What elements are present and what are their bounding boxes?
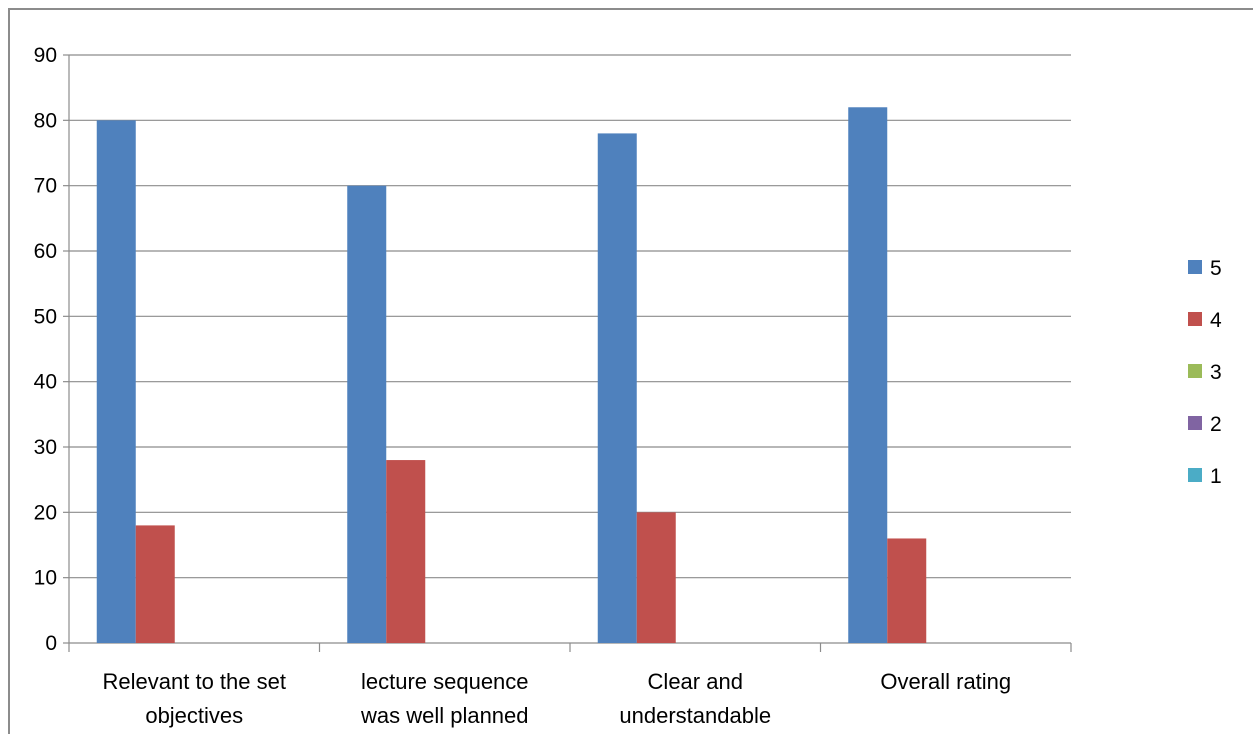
bar-series-5	[848, 107, 888, 644]
legend-label: 1	[1210, 465, 1222, 488]
legend-swatch-4	[1188, 312, 1202, 326]
y-tick-label: 90	[34, 44, 57, 67]
bar-series-5	[347, 185, 387, 643]
x-category-label: objectives	[145, 703, 243, 728]
x-category-label: was well planned	[360, 703, 529, 728]
y-tick-label: 60	[34, 240, 57, 263]
legend-swatch-2	[1188, 416, 1202, 430]
y-tick-label: 0	[45, 632, 57, 655]
legend-swatch-1	[1188, 468, 1202, 482]
bar-series-4	[135, 525, 175, 643]
chart-frame	[8, 8, 1253, 734]
x-category-label: lecture sequence	[361, 669, 529, 694]
legend-label: 3	[1210, 361, 1222, 384]
bar-series-4	[386, 460, 426, 643]
y-tick-label: 80	[34, 109, 57, 132]
bar-series-4	[636, 512, 676, 643]
y-tick-label: 70	[34, 175, 57, 198]
y-tick-label: 50	[34, 305, 57, 328]
x-category-label: Relevant to the set	[103, 669, 286, 694]
x-category-label: Overall rating	[880, 669, 1011, 694]
legend-label: 2	[1210, 413, 1222, 436]
bar-series-5	[597, 133, 637, 643]
x-category-label: understandable	[619, 703, 771, 728]
y-tick-label: 30	[34, 436, 57, 459]
y-tick-label: 20	[34, 501, 57, 524]
x-category-label: Clear and	[648, 669, 743, 694]
legend-swatch-5	[1188, 260, 1202, 274]
legend-swatch-3	[1188, 364, 1202, 378]
y-tick-label: 40	[34, 371, 57, 394]
legend-label: 4	[1210, 309, 1222, 332]
legend-label: 5	[1210, 257, 1222, 280]
bar-series-5	[96, 120, 136, 644]
bar-series-4	[887, 538, 927, 643]
y-tick-label: 10	[34, 567, 57, 590]
